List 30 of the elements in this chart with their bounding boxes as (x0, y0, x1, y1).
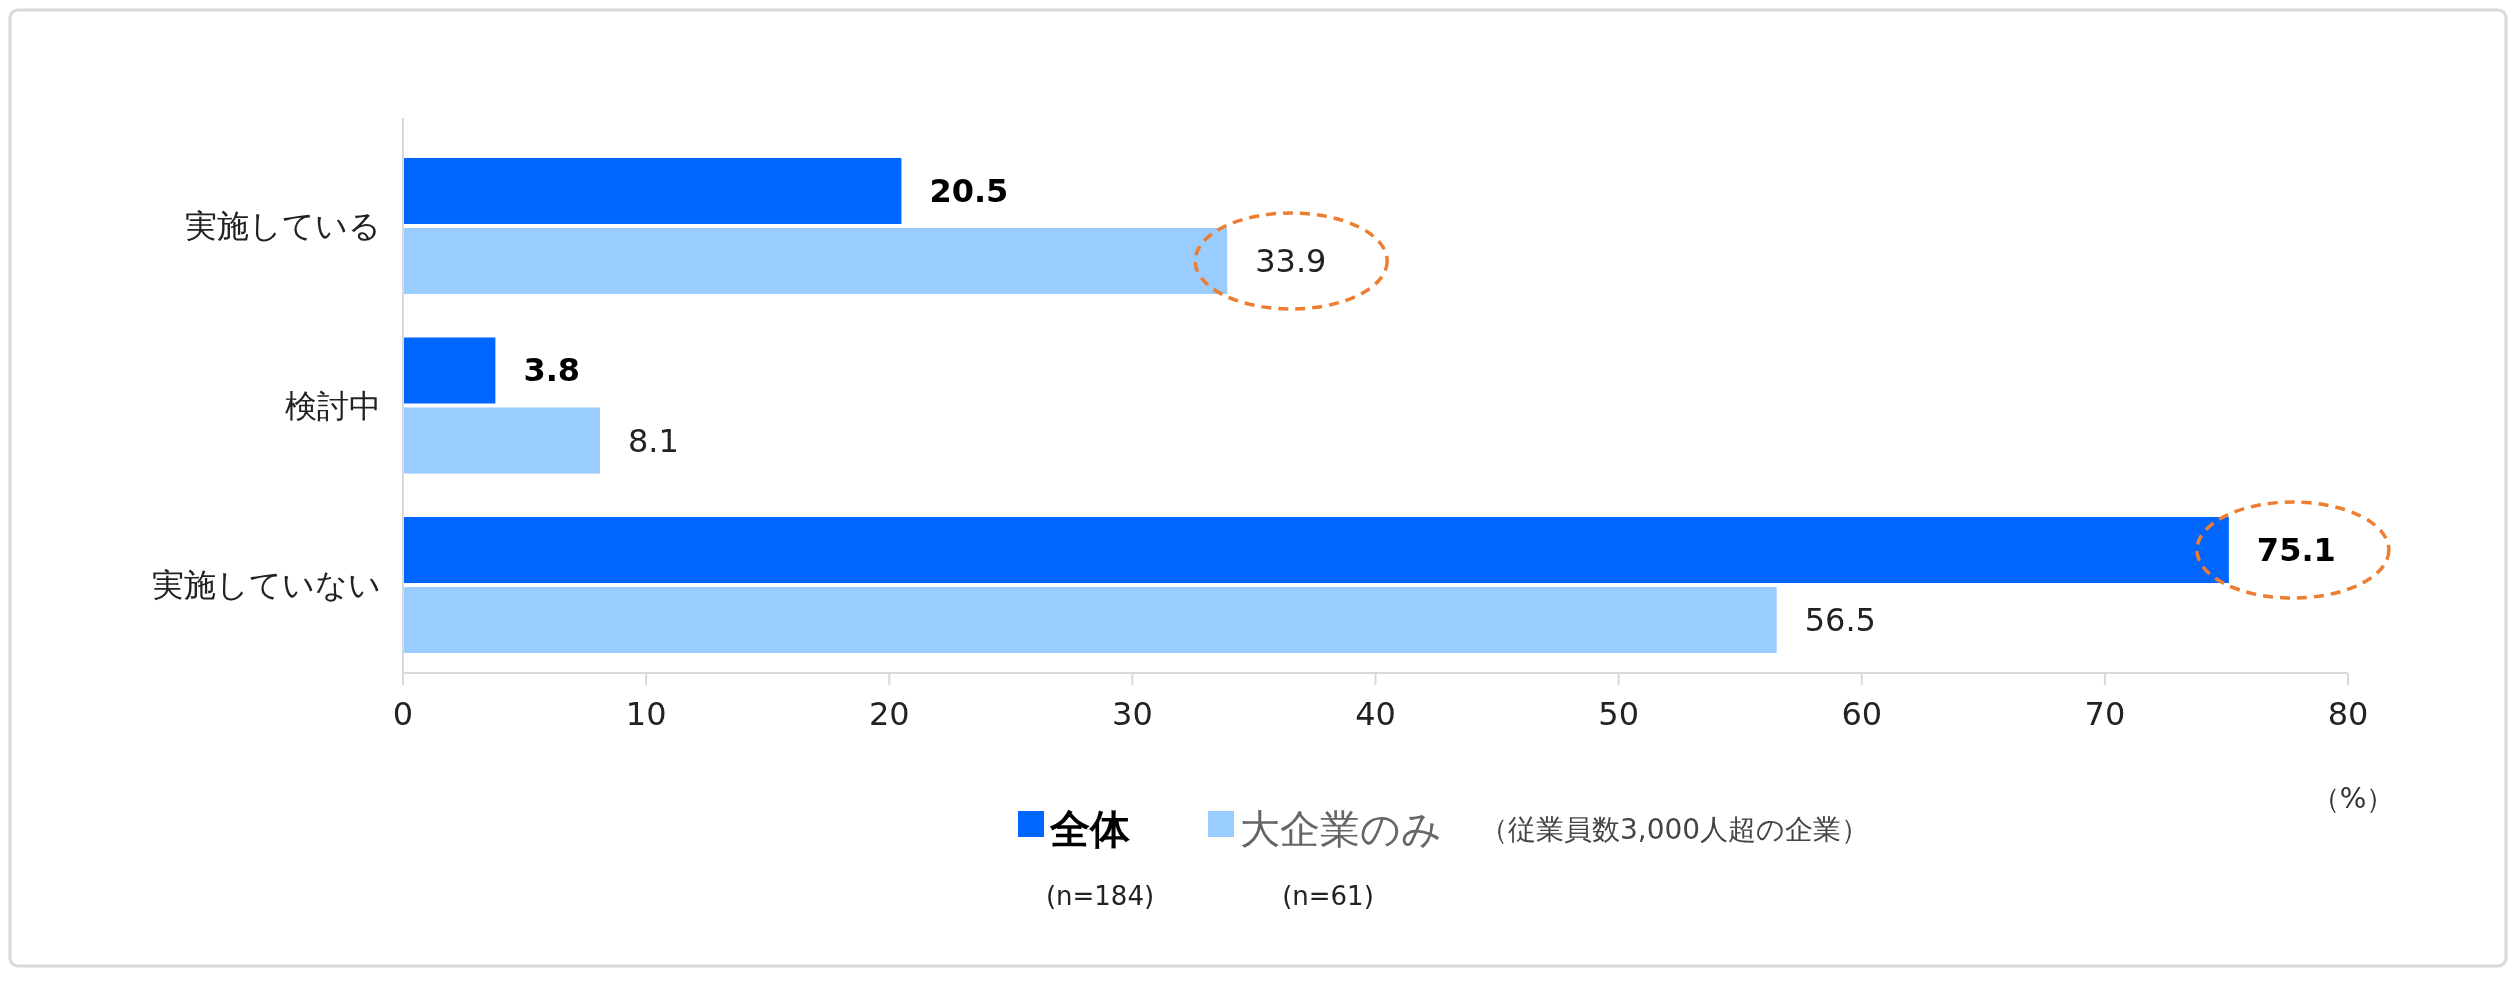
x-tick-label: 60 (1841, 695, 1883, 733)
x-tick-label: 30 (1112, 695, 1153, 733)
bar (403, 157, 902, 224)
y-tick-label: 検討中 (285, 386, 381, 425)
text: (n=184) (1045, 881, 1155, 911)
bar (403, 337, 496, 404)
legend-label: 大企業のみ (1240, 806, 1442, 852)
x-axis-title: （%） (2311, 782, 2395, 815)
y-tick-label: 実施していない (152, 566, 381, 605)
text: （従業員数3,000人超の企業） (1480, 813, 1870, 846)
bar (403, 517, 2229, 584)
y-tick-label: 実施している (185, 206, 381, 245)
x-tick-label: 50 (1598, 695, 1639, 733)
data-label: 8.1 (627, 421, 679, 460)
data-label: 56.5 (1804, 601, 1876, 640)
text: (n=61) (1282, 881, 1374, 911)
x-tick-label: 70 (2084, 695, 2126, 733)
x-tick-label: 20 (868, 695, 910, 733)
x-tick-label: 0 (392, 695, 414, 733)
x-tick-label: 80 (2327, 695, 2369, 733)
data-label: 75.1 (2256, 531, 2336, 570)
data-label: 33.9 (1255, 241, 1327, 280)
legend-label: 全体 (1049, 806, 1131, 852)
x-tick-label: 40 (1355, 695, 1396, 733)
data-label: 3.8 (523, 351, 581, 390)
x-tick-label: 10 (625, 695, 667, 733)
bar (403, 587, 1777, 654)
bar (403, 407, 600, 474)
data-label: 20.5 (929, 171, 1009, 210)
bar (403, 227, 1228, 294)
